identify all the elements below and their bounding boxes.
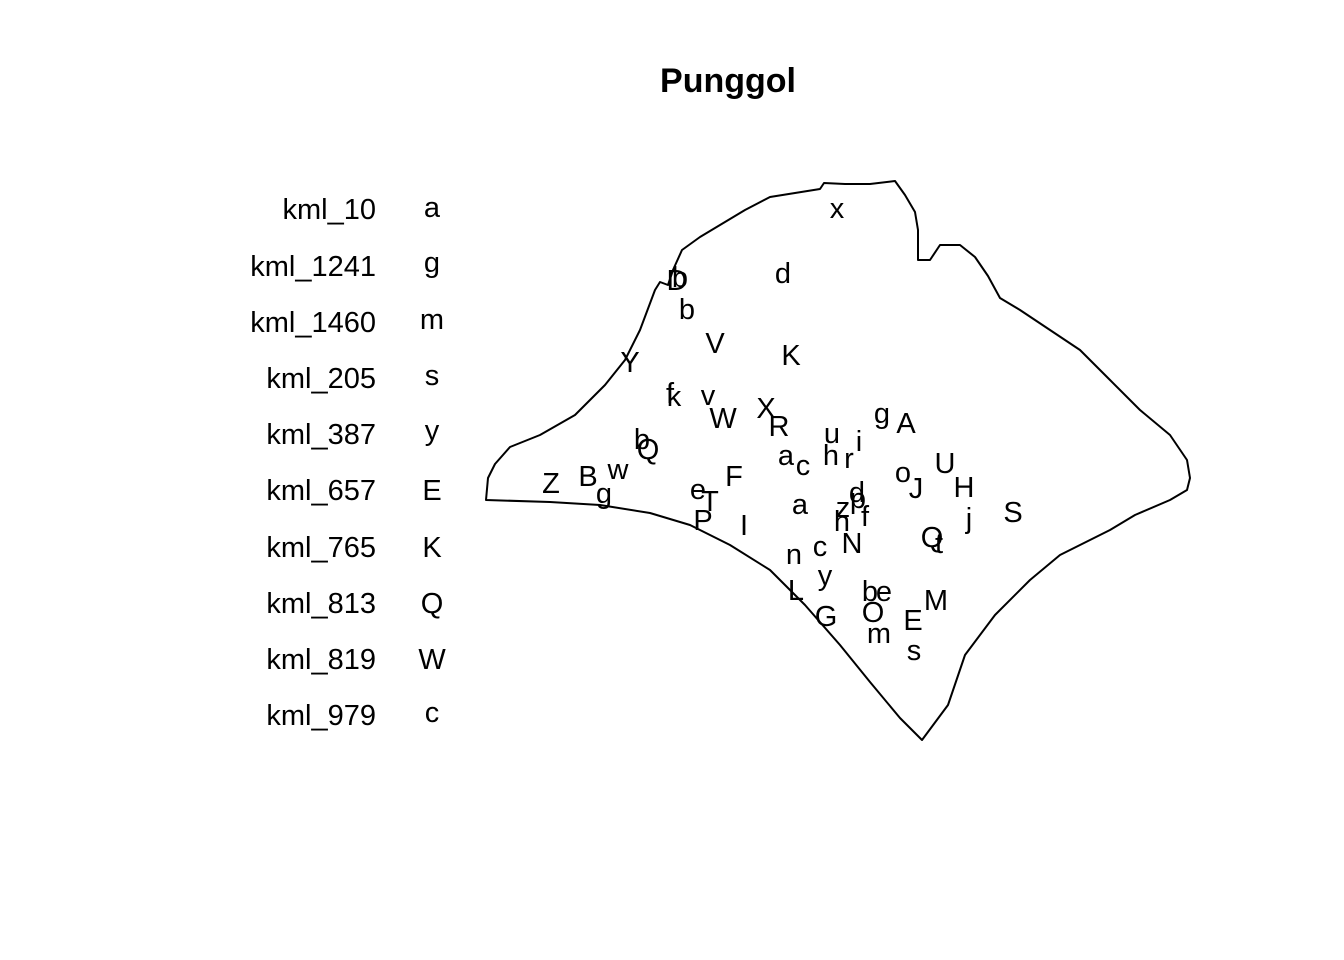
legend-code: s (425, 360, 440, 392)
point-label: h (834, 506, 850, 538)
legend-code: a (424, 192, 441, 224)
point-label: o (895, 457, 911, 489)
legend-code: W (418, 644, 446, 676)
point-label: Q (921, 522, 944, 554)
point-label: t (935, 528, 943, 560)
point-label: y (818, 560, 833, 592)
point-label: U (935, 448, 956, 480)
point-label: S (1003, 497, 1022, 529)
point-label: Q (637, 434, 660, 466)
point-label: b (679, 294, 695, 326)
point-label: m (867, 618, 891, 650)
legend-code: c (425, 697, 440, 729)
point-label: g (874, 398, 890, 430)
point-label: d (775, 258, 791, 290)
point-label: M (924, 585, 948, 617)
point-label: x (830, 193, 845, 225)
point-label: A (896, 408, 916, 440)
point-label: K (781, 340, 801, 372)
point-label: X (756, 393, 775, 425)
point-label: W (709, 403, 737, 435)
point-label: w (607, 454, 630, 486)
point-label: a (778, 440, 795, 472)
legend-name: kml_10 (283, 194, 377, 226)
point-label: Y (620, 347, 639, 379)
legend-name: kml_205 (266, 363, 376, 395)
legend-code: m (420, 304, 444, 336)
point-label: u (824, 418, 840, 450)
legend-name: kml_387 (266, 419, 376, 451)
point-label: B (578, 461, 597, 493)
point-label: e (876, 576, 892, 608)
legend-name: kml_765 (266, 532, 376, 564)
legend-code: E (422, 475, 441, 507)
point-label: s (907, 635, 922, 667)
point-label: e (690, 474, 706, 506)
point-label: p (850, 483, 866, 515)
point-label: a (792, 489, 809, 521)
legend-name: kml_657 (266, 475, 376, 507)
point-label: N (842, 528, 863, 560)
point-label: L (788, 575, 804, 607)
point-label: I (740, 510, 748, 542)
point-label: j (965, 503, 972, 535)
point-label: r (844, 443, 854, 475)
legend-code: Q (421, 588, 444, 620)
point-label: Z (542, 468, 560, 500)
legend-name: kml_1241 (250, 251, 376, 283)
point-label: n (786, 539, 802, 571)
point-label: F (725, 461, 743, 493)
point-label: f (666, 378, 675, 410)
point-label: H (954, 472, 975, 504)
point-label: z (836, 492, 851, 524)
legend-name: kml_1460 (250, 307, 376, 339)
point-label: O (862, 597, 885, 629)
point-label: i (856, 426, 862, 458)
point-label: R (769, 411, 790, 443)
point-label: f (861, 501, 870, 533)
point-label: V (705, 328, 725, 360)
legend-code: g (424, 247, 440, 279)
point-label: h (823, 440, 839, 472)
legend-code: K (422, 532, 442, 564)
punggol-boundary (485, 180, 1191, 741)
point-label: D (667, 265, 688, 297)
point-label: b (672, 262, 688, 294)
legend-name: kml_819 (266, 644, 376, 676)
point-label: v (701, 380, 716, 412)
point-label: c (813, 531, 828, 563)
legend: kml_10 a kml_1241 g kml_1460 m kml_205 s… (250, 192, 446, 732)
point-label: P (693, 505, 712, 537)
point-label: J (909, 473, 924, 505)
point-label: d (849, 477, 865, 509)
point-label: E (903, 605, 922, 637)
point-label: b (634, 424, 650, 456)
map-title: Punggol (660, 62, 796, 100)
point-label: b (862, 576, 878, 608)
point-label: T (701, 486, 719, 518)
legend-name: kml_813 (266, 588, 376, 620)
point-label: k (667, 381, 682, 413)
point-label: c (796, 450, 811, 482)
point-label: g (596, 478, 612, 510)
legend-code: y (425, 415, 440, 447)
legend-name: kml_979 (266, 700, 376, 732)
point-label: G (815, 601, 838, 633)
